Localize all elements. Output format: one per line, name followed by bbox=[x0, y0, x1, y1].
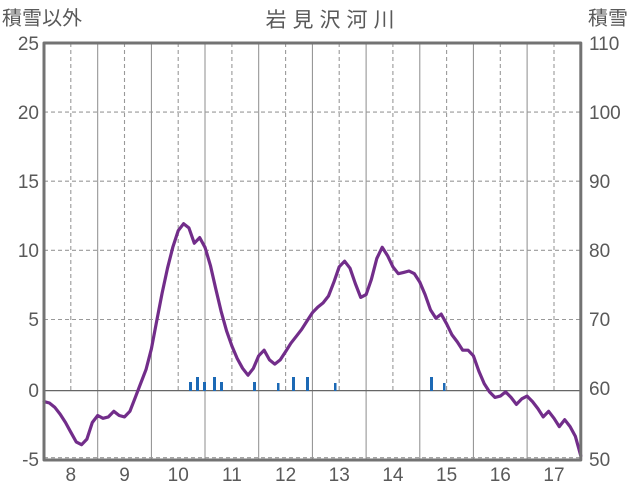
svg-text:100: 100 bbox=[589, 103, 621, 124]
svg-text:11: 11 bbox=[222, 465, 242, 486]
svg-text:0: 0 bbox=[28, 381, 39, 402]
svg-text:20: 20 bbox=[18, 103, 39, 124]
svg-text:13: 13 bbox=[329, 465, 350, 486]
svg-text:9: 9 bbox=[119, 465, 130, 486]
svg-text:90: 90 bbox=[589, 172, 610, 193]
svg-text:50: 50 bbox=[589, 450, 610, 471]
svg-text:80: 80 bbox=[589, 241, 610, 262]
svg-text:17: 17 bbox=[543, 465, 564, 486]
svg-text:12: 12 bbox=[275, 465, 296, 486]
svg-text:8: 8 bbox=[66, 465, 77, 486]
svg-text:16: 16 bbox=[490, 465, 511, 486]
svg-text:15: 15 bbox=[18, 172, 39, 193]
svg-text:70: 70 bbox=[589, 310, 610, 331]
svg-text:10: 10 bbox=[168, 465, 189, 486]
svg-text:10: 10 bbox=[18, 241, 39, 262]
svg-text:60: 60 bbox=[589, 379, 610, 400]
svg-text:14: 14 bbox=[382, 465, 404, 486]
svg-text:110: 110 bbox=[589, 34, 619, 55]
svg-text:-5: -5 bbox=[22, 450, 39, 471]
svg-text:15: 15 bbox=[436, 465, 457, 486]
svg-text:25: 25 bbox=[18, 34, 39, 55]
svg-text:5: 5 bbox=[28, 310, 39, 331]
